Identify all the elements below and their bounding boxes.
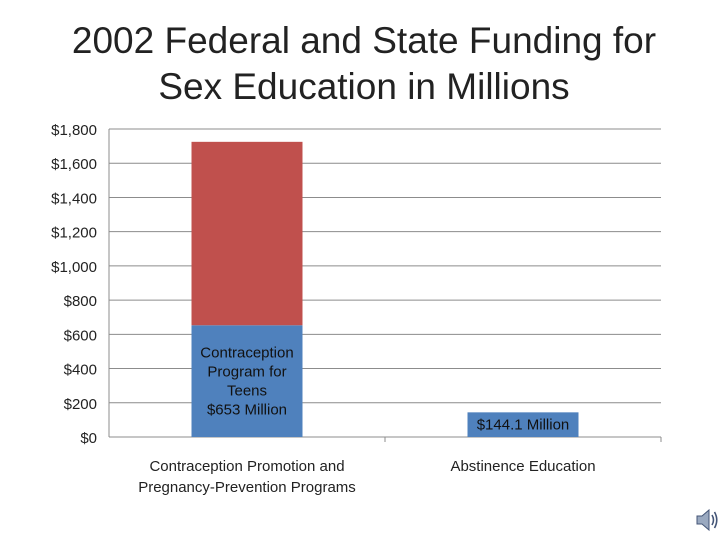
- data-label: Teens: [227, 383, 267, 400]
- y-tick-label: $0: [80, 430, 97, 447]
- y-tick-label: $1,000: [51, 259, 97, 276]
- y-tick-label: $1,600: [51, 156, 97, 173]
- slide-title-line-1: 2002 Federal and State Funding for: [71, 20, 657, 61]
- data-label: $653 Million: [207, 402, 287, 419]
- y-tick-label: $600: [64, 327, 97, 344]
- y-tick-label: $800: [64, 293, 97, 310]
- speaker-icon[interactable]: [694, 505, 720, 535]
- y-tick-label: $1,400: [51, 190, 97, 207]
- y-tick-label: $200: [64, 396, 97, 413]
- bar-segment-0-1: [467, 412, 579, 437]
- data-label: Program for: [207, 364, 286, 381]
- slide-title: 2002 Federal and State Funding for Sex E…: [0, 18, 728, 110]
- y-tick-label: $1,200: [51, 225, 97, 242]
- bar-segment-0-0: [191, 325, 303, 437]
- slide-title-line-2: Sex Education in Millions: [158, 66, 570, 107]
- bar-segment-1-0: [191, 141, 303, 326]
- x-tick-label: Contraception Promotion and: [149, 458, 344, 475]
- x-tick-label: Abstinence Education: [450, 458, 595, 475]
- data-label: $144.1 Million: [477, 417, 570, 434]
- data-label: Contraception: [200, 345, 293, 362]
- y-tick-label: $400: [64, 362, 97, 379]
- y-tick-label: $1,800: [51, 122, 97, 139]
- x-tick-label: Pregnancy-Prevention Programs: [138, 479, 356, 496]
